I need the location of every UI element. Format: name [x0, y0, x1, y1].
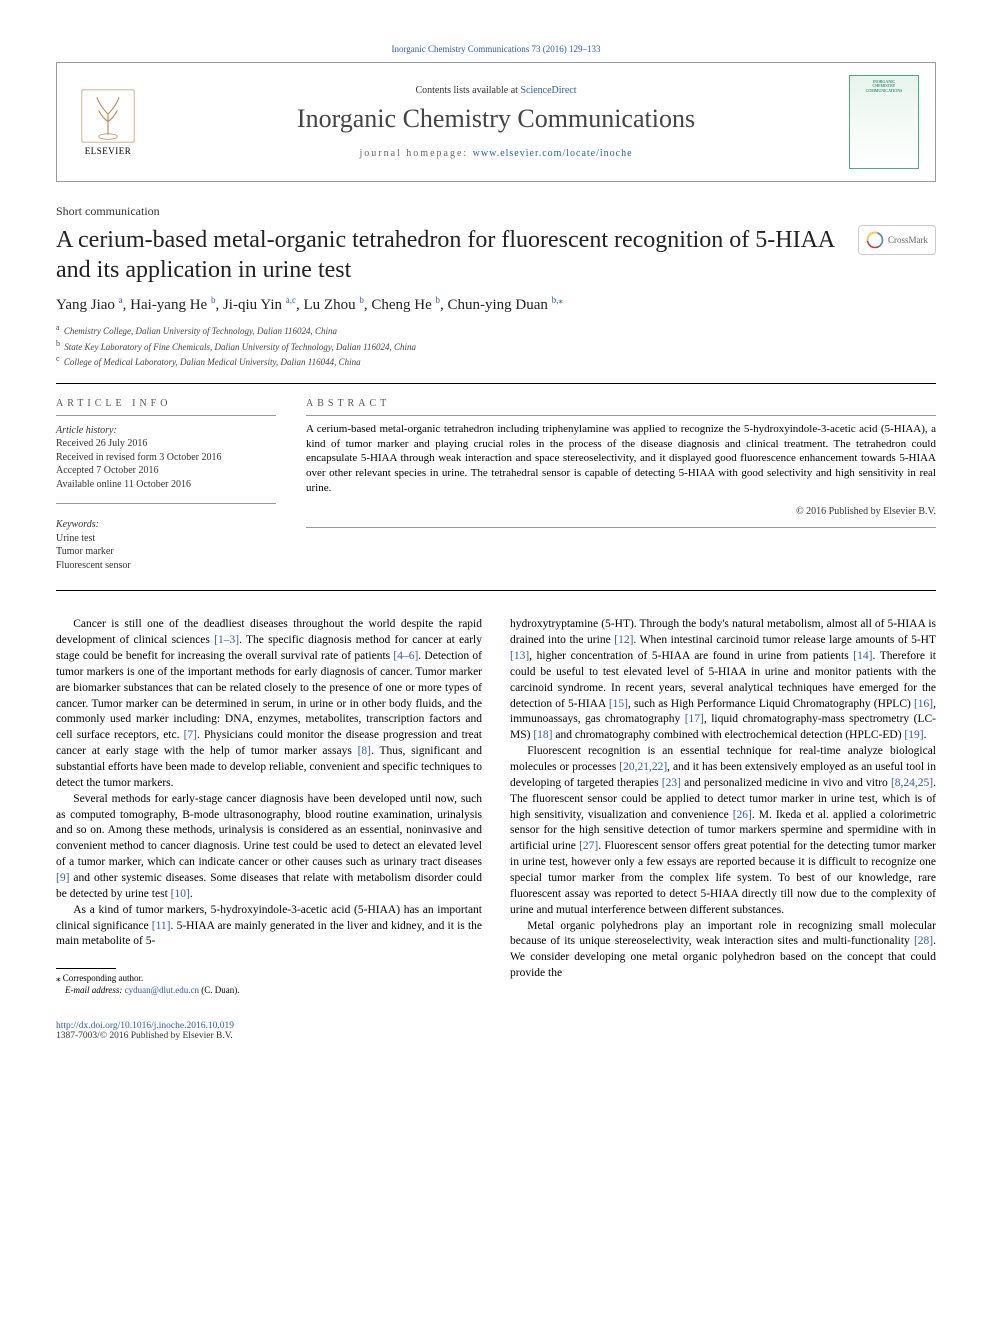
crossmark-icon: [866, 231, 884, 249]
article-title: A cerium-based metal-organic tetrahedron…: [56, 225, 846, 285]
citation-link[interactable]: [16]: [914, 698, 933, 710]
issn-copyright: 1387-7003/© 2016 Published by Elsevier B…: [56, 1031, 936, 1041]
citation-link[interactable]: [15]: [609, 698, 628, 710]
journal-homepage-link[interactable]: www.elsevier.com/locate/inoche: [473, 148, 633, 159]
history-label: Article history:: [56, 424, 276, 438]
footnote-divider: [56, 968, 116, 969]
keyword: Urine test: [56, 532, 276, 546]
keywords: Keywords: Urine test Tumor marker Fluore…: [56, 518, 276, 572]
citation-link[interactable]: [14]: [853, 650, 872, 662]
page-footer: http://dx.doi.org/10.1016/j.inoche.2016.…: [56, 1021, 936, 1041]
history-line: Accepted 7 October 2016: [56, 464, 276, 478]
affiliation: a Chemistry College, Dalian University o…: [56, 322, 936, 338]
paragraph: Fluorescent recognition is an essential …: [510, 744, 936, 918]
keywords-label: Keywords:: [56, 518, 276, 532]
body-text: Cancer is still one of the deadliest dis…: [56, 617, 936, 996]
author: Cheng He b: [371, 297, 440, 313]
corresponding-email-link[interactable]: cyduan@dlut.edu.cn: [125, 985, 199, 995]
citation-link[interactable]: [27]: [579, 840, 598, 852]
doi-link[interactable]: http://dx.doi.org/10.1016/j.inoche.2016.…: [56, 1021, 234, 1031]
citation-link[interactable]: [7]: [184, 729, 197, 741]
email-suffix: (C. Duan).: [201, 985, 239, 995]
article-history: Article history: Received 26 July 2016 R…: [56, 424, 276, 492]
keyword: Tumor marker: [56, 545, 276, 559]
citation-link[interactable]: [4–6]: [393, 650, 418, 662]
divider: [306, 527, 936, 528]
citation-link[interactable]: [10]: [171, 888, 190, 900]
citation-link[interactable]: [12]: [614, 634, 633, 646]
corresponding-footnote: ⁎ Corresponding author. E-mail address: …: [56, 973, 482, 996]
citation-link[interactable]: [11]: [152, 920, 171, 932]
divider: [56, 503, 276, 504]
citation-link[interactable]: [23]: [662, 777, 681, 789]
author: Yang Jiao a: [56, 297, 123, 313]
corresponding-star-icon: ⁎: [558, 295, 563, 305]
elsevier-logo: ELSEVIER: [73, 82, 143, 162]
citation-link[interactable]: [28]: [914, 935, 933, 947]
section-type: Short communication: [56, 204, 936, 219]
citation-link[interactable]: [13]: [510, 650, 529, 662]
history-line: Available online 11 October 2016: [56, 478, 276, 492]
author: Ji-qiu Yin a,c: [223, 297, 296, 313]
footnote-star-label: ⁎ Corresponding author.: [56, 973, 482, 985]
history-line: Received 26 July 2016: [56, 437, 276, 451]
sciencedirect-link[interactable]: ScienceDirect: [520, 85, 576, 96]
citation-link[interactable]: [8]: [358, 745, 371, 757]
abstract-heading: ABSTRACT: [306, 398, 936, 409]
citation-link[interactable]: [19]: [904, 729, 923, 741]
abstract-copyright: © 2016 Published by Elsevier B.V.: [306, 506, 936, 517]
citation-link[interactable]: [17]: [685, 713, 704, 725]
citation-link[interactable]: [9]: [56, 872, 69, 884]
abstract-text: A cerium-based metal-organic tetrahedron…: [306, 422, 936, 496]
paragraph: Metal organic polyhedrons play an import…: [510, 919, 936, 982]
crossmark-label: CrossMark: [888, 235, 928, 245]
keyword: Fluorescent sensor: [56, 559, 276, 573]
author: Chun-ying Duan b,⁎: [448, 297, 563, 313]
author: Hai-yang He b: [130, 297, 215, 313]
contents-prefix: Contents lists available at: [415, 85, 520, 96]
right-text-column: hydroxytryptamine (5-HT). Through the bo…: [510, 617, 936, 996]
paragraph: Cancer is still one of the deadliest dis…: [56, 617, 482, 791]
article-info-heading: ARTICLE INFO: [56, 398, 276, 409]
journal-name: Inorganic Chemistry Communications: [159, 104, 833, 134]
journal-banner: ELSEVIER Contents lists available at Sci…: [56, 62, 936, 182]
elsevier-tree-icon: [80, 88, 136, 144]
affiliations: a Chemistry College, Dalian University o…: [56, 322, 936, 369]
author: Lu Zhou b: [304, 297, 364, 313]
paragraph: As a kind of tumor markers, 5-hydroxyind…: [56, 903, 482, 951]
paragraph: Several methods for early-stage cancer d…: [56, 792, 482, 903]
crossmark-badge[interactable]: CrossMark: [858, 225, 936, 255]
affiliation: c College of Medical Laboratory, Dalian …: [56, 353, 936, 369]
divider: [56, 590, 936, 591]
abstract-column: ABSTRACT A cerium-based metal-organic te…: [306, 384, 936, 573]
homepage-line: journal homepage: www.elsevier.com/locat…: [159, 148, 833, 159]
author-list: Yang Jiao a, Hai-yang He b, Ji-qiu Yin a…: [56, 295, 936, 314]
affiliation: b State Key Laboratory of Fine Chemicals…: [56, 338, 936, 354]
history-line: Received in revised form 3 October 2016: [56, 451, 276, 465]
citation-link[interactable]: [26]: [733, 809, 752, 821]
divider: [306, 415, 936, 416]
running-header: Inorganic Chemistry Communications 73 (2…: [56, 44, 936, 54]
paragraph: hydroxytryptamine (5-HT). Through the bo…: [510, 617, 936, 744]
divider: [56, 415, 276, 416]
citation-link[interactable]: [8,24,25]: [891, 777, 933, 789]
homepage-prefix: journal homepage:: [359, 148, 472, 159]
journal-cover-thumb: INORGANIC CHEMISTRY COMMUNICATIONS: [849, 75, 919, 169]
elsevier-name: ELSEVIER: [85, 146, 132, 156]
citation-link[interactable]: [20,21,22]: [619, 761, 667, 773]
contents-line: Contents lists available at ScienceDirec…: [159, 85, 833, 96]
citation-link[interactable]: [18]: [533, 729, 552, 741]
cover-line: COMMUNICATIONS: [866, 89, 903, 93]
email-label: E-mail address:: [65, 985, 122, 995]
citation-link[interactable]: [1–3]: [214, 634, 239, 646]
article-info-column: ARTICLE INFO Article history: Received 2…: [56, 384, 276, 573]
left-text-column: Cancer is still one of the deadliest dis…: [56, 617, 482, 996]
